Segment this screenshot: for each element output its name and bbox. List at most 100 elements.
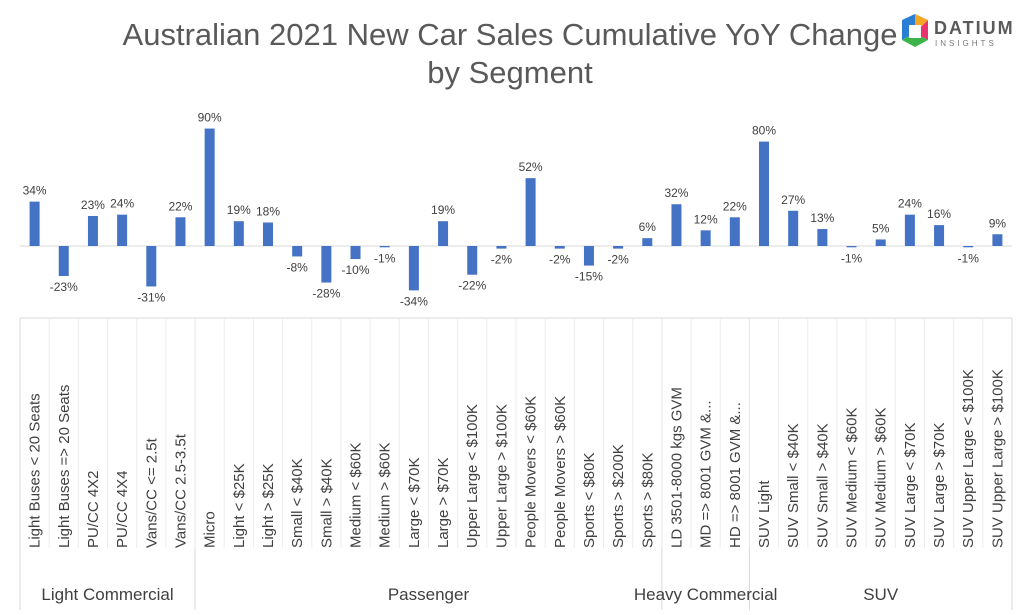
bar <box>263 222 273 246</box>
tick-label: Large < $70K <box>406 458 423 549</box>
tick-label: Vans/CC 2.5-3.5t <box>172 433 189 548</box>
tick-label: Small > $40K <box>318 458 335 548</box>
data-label: 27% <box>781 193 805 207</box>
bar <box>963 246 974 248</box>
bar <box>554 246 565 249</box>
tick-label: SUV Medium > $60K <box>873 408 890 548</box>
tick-label: Medium > $60K <box>377 443 394 548</box>
tick-label: People Movers > $60K <box>552 396 569 548</box>
data-label: -1% <box>958 251 980 265</box>
data-label: 19% <box>227 203 251 217</box>
data-label: 5% <box>872 221 890 235</box>
tick-label: Vans/CC <= 2.5t <box>143 437 160 548</box>
data-label: 32% <box>664 186 688 200</box>
tick-label: SUV Light <box>756 480 773 548</box>
data-label: -1% <box>374 251 396 265</box>
tick-label: Upper Large < $100K <box>464 404 481 548</box>
data-label: -10% <box>342 263 370 277</box>
tick-label: MD => 8001 GVM &... <box>698 400 715 548</box>
bar <box>29 201 40 246</box>
bar <box>613 246 624 249</box>
data-label: 34% <box>23 184 47 198</box>
bar <box>817 229 828 246</box>
data-label: -2% <box>549 253 571 267</box>
logo-sub-text: INSIGHTS <box>935 39 997 48</box>
tick-label: SUV Large < $70K <box>902 422 919 548</box>
tick-label: HD => 8001 GVM &... <box>727 402 744 548</box>
tick-label: SUV Large > $70K <box>931 422 948 548</box>
data-label: 16% <box>927 207 951 221</box>
bar <box>204 128 215 246</box>
tick-label: Micro <box>202 511 219 548</box>
bar <box>321 246 332 283</box>
data-label: 6% <box>639 220 657 234</box>
bar <box>292 246 303 257</box>
bar <box>759 141 769 246</box>
tick-label: Light > $25K <box>260 463 277 548</box>
tick-label: PU/CC 4X2 <box>85 470 102 548</box>
tick-label: SUV Small < $40K <box>785 423 802 548</box>
bar <box>438 221 449 246</box>
bar <box>934 225 945 246</box>
tick-label: Sports < $80K <box>581 453 598 548</box>
data-label: 52% <box>519 160 543 174</box>
bar <box>992 234 1003 246</box>
tick-label: Upper Large > $100K <box>493 404 510 548</box>
group-label: Heavy Commercial <box>634 585 778 604</box>
bar <box>904 214 915 246</box>
bar <box>496 246 507 249</box>
data-label: -15% <box>575 270 603 284</box>
group-label: Passenger <box>388 585 470 604</box>
data-label: -2% <box>491 253 513 267</box>
data-label: -22% <box>458 279 486 293</box>
bar <box>642 238 653 246</box>
bar <box>146 246 157 287</box>
bar <box>58 246 69 277</box>
data-label: 12% <box>694 212 718 226</box>
tick-label: Light < $25K <box>231 463 248 548</box>
data-label: 22% <box>723 199 747 213</box>
data-label: -34% <box>400 294 428 308</box>
data-label: -8% <box>287 260 309 274</box>
group-label: SUV <box>863 585 899 604</box>
tick-label: Light Buses => 20 Seats <box>56 385 73 548</box>
tick-label: PU/CC 4X4 <box>114 470 131 548</box>
tick-label: SUV Upper Large < $100K <box>960 369 977 548</box>
data-label: 24% <box>898 197 922 211</box>
bar <box>700 230 711 246</box>
tick-label: SUV Small > $40K <box>814 423 831 548</box>
data-label: -28% <box>312 287 340 301</box>
data-label: 24% <box>110 197 134 211</box>
bar <box>583 246 594 266</box>
data-label: 13% <box>810 211 834 225</box>
bar <box>788 210 799 246</box>
chart-title: Australian 2021 New Car Sales Cumulative… <box>122 17 898 90</box>
data-label: -2% <box>607 253 629 267</box>
bar <box>729 217 740 246</box>
data-label: 80% <box>752 124 776 138</box>
datium-insights-logo: DATIUM INSIGHTS <box>898 14 1018 54</box>
bar <box>117 214 128 246</box>
data-label: 23% <box>81 198 105 212</box>
data-label: 18% <box>256 205 280 219</box>
data-label: 9% <box>989 216 1007 230</box>
bar <box>350 246 361 260</box>
tick-label: Large > $70K <box>435 458 452 549</box>
data-label: 19% <box>431 203 455 217</box>
bar <box>379 246 390 248</box>
bar <box>87 215 98 246</box>
tick-label: SUV Medium < $60K <box>844 408 861 549</box>
bar <box>467 246 478 275</box>
tick-label: Small < $40K <box>289 458 306 548</box>
data-label: -31% <box>137 290 165 304</box>
bar <box>408 246 419 291</box>
tick-label: LD 3501-8000 kgs GVM <box>668 387 685 548</box>
tick-label: Light Buses < 20 Seats <box>27 393 44 548</box>
data-label: 90% <box>198 111 222 125</box>
tick-label: People Movers < $60K <box>523 396 540 548</box>
tick-label: Sports > $80K <box>639 453 656 548</box>
data-label: -23% <box>50 280 78 294</box>
bar <box>875 239 886 246</box>
group-label: Light Commercial <box>41 585 173 604</box>
